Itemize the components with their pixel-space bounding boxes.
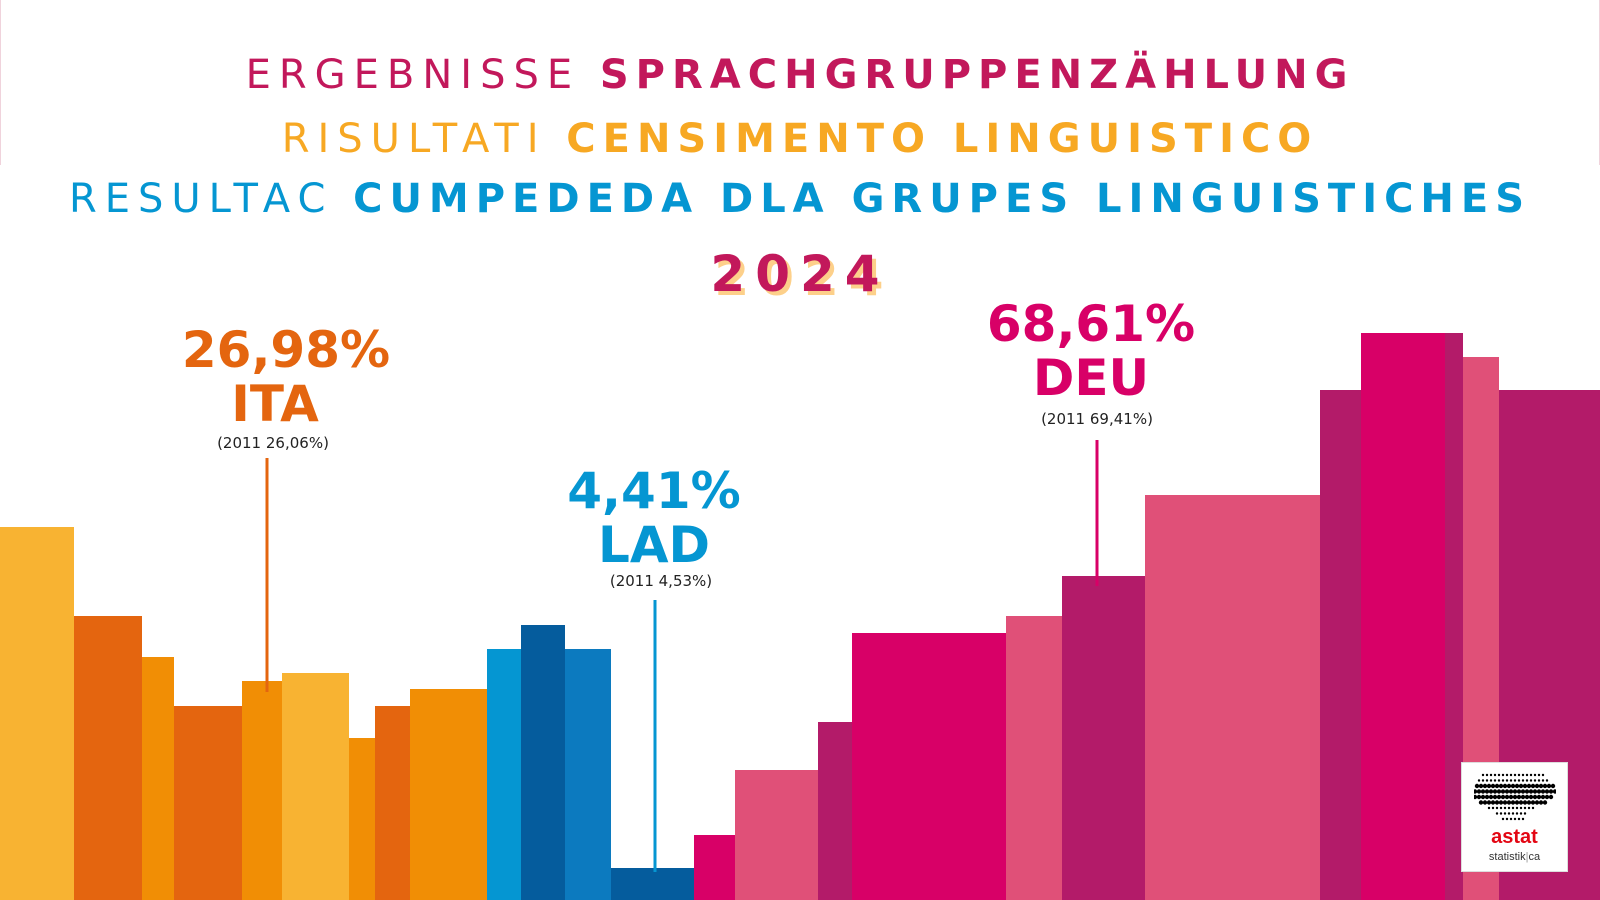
bar-deu xyxy=(694,835,735,900)
bar-lad xyxy=(521,625,565,900)
logo-name: astat xyxy=(1491,826,1538,848)
labels-group: 26,98% ITA (2011 26,06%) 4,41% LAD (2011… xyxy=(182,295,1195,872)
title-italian-light: RISULTATI xyxy=(281,116,547,162)
ita-value-label: 26,98% xyxy=(182,321,390,379)
bar-ita xyxy=(282,673,349,900)
title-ladin-light: RESULTAC xyxy=(68,176,334,222)
bar-lad xyxy=(611,868,694,900)
bar-lad xyxy=(565,649,611,900)
title-italian-bold: CENSIMENTO LINGUISTICO xyxy=(566,116,1319,162)
bar-deu xyxy=(1145,495,1320,900)
lad-group-label: LAD xyxy=(598,516,710,574)
title-german-light: ERGEBNISSE xyxy=(245,52,581,98)
title-german-bold: SPRACHGRUPPENZÄHLUNG xyxy=(599,52,1355,98)
ita-group-label: ITA xyxy=(231,375,319,433)
bar-deu xyxy=(1320,390,1361,900)
bar-ita xyxy=(142,657,174,900)
bars-group xyxy=(0,333,1600,900)
bar-ita xyxy=(375,706,410,900)
bar-ita xyxy=(74,616,142,900)
title-ladin: RESULTAC CUMPEDEDA DLA GRUPES LINGUISTIC… xyxy=(0,176,1600,222)
deu-previous-label: (2011 69,41%) xyxy=(1041,410,1153,428)
bar-deu xyxy=(1062,576,1145,900)
bar-deu xyxy=(735,770,818,900)
bar-ita xyxy=(410,689,487,900)
logo-subtitle: statistik|ca xyxy=(1488,851,1541,863)
frame-line-left xyxy=(0,0,1,165)
bar-ita xyxy=(0,527,74,900)
ita-previous-label: (2011 26,06%) xyxy=(217,434,329,452)
title-german: ERGEBNISSE SPRACHGRUPPENZÄHLUNG xyxy=(0,52,1600,98)
year-heading: 2024 xyxy=(710,245,890,303)
astat-logo: astat statistik|ca xyxy=(1461,762,1568,872)
bar-deu xyxy=(1006,616,1062,900)
deu-group-label: DEU xyxy=(1033,349,1149,407)
bar-ita xyxy=(174,706,242,900)
bar-deu xyxy=(818,722,852,900)
lad-previous-label: (2011 4,53%) xyxy=(610,572,712,590)
deu-value-label: 68,61% xyxy=(987,295,1195,353)
bar-deu xyxy=(1445,333,1463,900)
region-map-icon xyxy=(1474,773,1556,821)
bar-deu xyxy=(1361,333,1445,900)
bar-ita xyxy=(349,738,375,900)
title-ladin-bold: CUMPEDEDA DLA GRUPES LINGUISTICHES xyxy=(353,176,1532,222)
bar-lad xyxy=(487,649,521,900)
lad-value-label: 4,41% xyxy=(567,462,740,520)
bar-deu xyxy=(852,633,1006,900)
bar-ita xyxy=(242,681,282,900)
title-italian: RISULTATI CENSIMENTO LINGUISTICO xyxy=(0,116,1600,162)
